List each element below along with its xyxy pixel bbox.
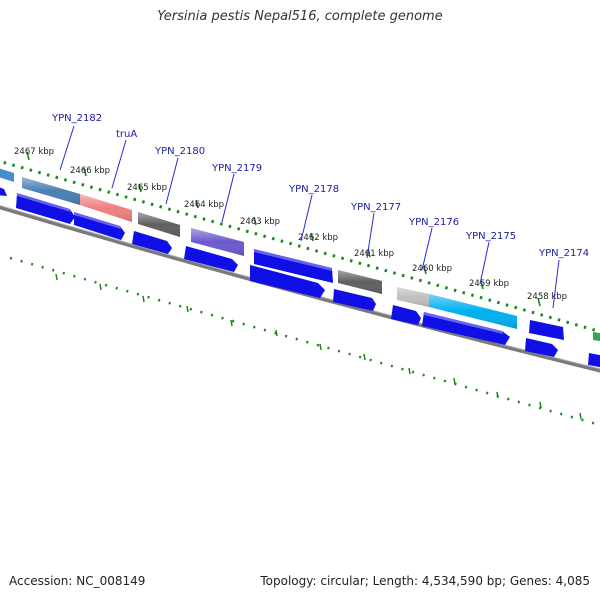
outer-dotted-track (0, 159, 600, 334)
label-leaders (59, 125, 560, 309)
cds-arrow[interactable] (422, 312, 510, 345)
gene-label[interactable]: YPN_2182 (51, 113, 102, 124)
gene-label[interactable]: YPN_2177 (350, 202, 401, 213)
scale-label: 2467 kbp (14, 147, 54, 157)
scale-label: 2462 kbp (298, 233, 338, 243)
scale-label: 2466 kbp (70, 166, 110, 176)
scale-label: 2461 kbp (354, 249, 394, 259)
scale-label: 2458 kbp (527, 292, 567, 302)
cds-arrow[interactable] (250, 265, 325, 298)
cds-arrow[interactable] (529, 320, 564, 340)
scale-label: 2463 kbp (240, 217, 280, 227)
map-title: Yersinia pestis Nepal516, complete genom… (157, 9, 443, 24)
cds-arrow[interactable] (333, 289, 376, 311)
gene-label[interactable]: YPN_2178 (288, 184, 339, 195)
gene-label[interactable]: YPN_2179 (211, 163, 262, 174)
gene-labels: YPN_2182 truA YPN_2180 YPN_2179 YPN_2178… (51, 113, 589, 259)
cds-arrow[interactable] (184, 246, 238, 272)
gene-block[interactable] (593, 332, 600, 342)
scale-label: 2460 kbp (412, 264, 452, 274)
inner-tick-marks (55, 273, 582, 420)
gene-label[interactable]: YPN_2180 (154, 146, 205, 157)
cds-arrow[interactable] (74, 212, 125, 240)
gene-label[interactable]: YPN_2175 (465, 231, 516, 242)
accession-text: Accession: NC_008149 (9, 574, 146, 588)
gene-label[interactable]: YPN_2176 (408, 217, 459, 228)
cds-arrow[interactable] (588, 353, 600, 368)
scale-labels: 2467 kbp 2466 kbp 2465 kbp 2464 kbp 2463… (14, 147, 567, 302)
cds-track (0, 186, 600, 368)
cds-arrow[interactable] (16, 193, 75, 224)
scale-label: 2459 kbp (469, 279, 509, 289)
cds-arrow[interactable] (132, 231, 172, 254)
gene-label[interactable]: truA (116, 129, 137, 140)
scale-label: 2464 kbp (184, 200, 224, 210)
cds-arrow[interactable] (525, 338, 558, 357)
scale-label: 2465 kbp (127, 183, 167, 193)
gene-label[interactable]: YPN_2174 (538, 248, 589, 259)
gene-block[interactable] (0, 167, 14, 182)
cds-arrow[interactable] (391, 305, 421, 325)
cds-arrow[interactable] (254, 249, 333, 283)
cds-arrow[interactable] (0, 186, 7, 196)
topology-summary: Topology: circular; Length: 4,534,590 bp… (260, 574, 590, 588)
